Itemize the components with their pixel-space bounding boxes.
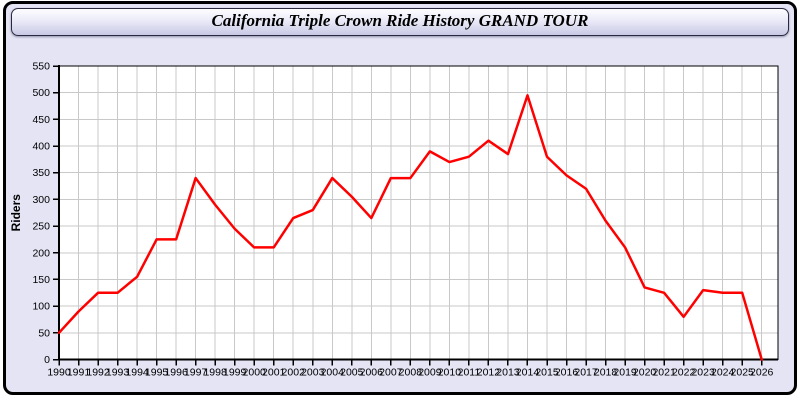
x-tick-label: 2024 — [711, 367, 735, 379]
x-tick-label: 2005 — [340, 367, 364, 379]
y-tick-label: 200 — [32, 247, 50, 259]
y-tick-label: 0 — [44, 354, 50, 366]
x-tick-label: 2025 — [731, 367, 755, 379]
riders-line-series — [57, 94, 763, 361]
chart-container: 0 50 100 150 200 250 300 350 400 450 500 550 1990 199… — [6, 36, 794, 392]
x-tick-label: 2016 — [555, 367, 579, 379]
x-tick-label: 1990 — [47, 367, 71, 379]
x-tick-label: 2020 — [633, 367, 657, 379]
x-tick-label: 2002 — [282, 367, 306, 379]
x-tick-label: 2004 — [321, 367, 345, 379]
y-tick-label: 250 — [32, 221, 50, 233]
y-tick-label: 400 — [32, 141, 50, 153]
y-tick-label: 100 — [32, 301, 50, 313]
x-tick-label: 2023 — [691, 367, 715, 379]
x-tick-label: 2017 — [574, 367, 598, 379]
y-tick-label: 50 — [38, 327, 50, 339]
x-tick-label: 1999 — [223, 367, 247, 379]
x-tick-label: 2022 — [672, 367, 696, 379]
x-tick-label: 2000 — [243, 367, 267, 379]
x-tick-label: 1992 — [86, 367, 110, 379]
x-tick-label: 1997 — [184, 367, 208, 379]
x-tick-label: 2008 — [399, 367, 423, 379]
x-tick-label: 1996 — [164, 367, 188, 379]
x-tick-label: 1995 — [145, 367, 169, 379]
x-tick-label: 2012 — [477, 367, 501, 379]
x-tick-label: 2011 — [458, 367, 481, 379]
x-tick-label: 1993 — [106, 367, 130, 379]
y-tick-label: 300 — [32, 194, 50, 206]
y-tick-label: 350 — [32, 167, 50, 179]
x-tick-label: 1991 — [67, 367, 91, 379]
y-axis-title: Riders — [9, 194, 23, 232]
x-tick-label: 2013 — [496, 367, 520, 379]
x-tick-label: 1994 — [125, 367, 149, 379]
x-tick-label: 2010 — [438, 367, 462, 379]
x-tick-label: 2009 — [418, 367, 442, 379]
x-tick-label: 2006 — [360, 367, 384, 379]
chart-title-bar: California Triple Crown Ride History GRA… — [11, 8, 789, 36]
y-tick-label: 550 — [32, 61, 50, 73]
chart-svg: 0501001502002503003504004505005501990199… — [9, 61, 779, 379]
x-tick-label: 1998 — [203, 367, 227, 379]
y-tick-label: 500 — [32, 87, 50, 99]
x-tick-label: 2007 — [379, 367, 403, 379]
x-tick-label: 2015 — [535, 367, 559, 379]
x-tick-label: 2001 — [262, 367, 286, 379]
chart-title: California Triple Crown Ride History GRA… — [211, 11, 589, 30]
x-tick-label: 2014 — [516, 367, 540, 379]
x-tick-label: 2003 — [301, 367, 325, 379]
y-tick-label: 150 — [32, 274, 50, 286]
x-tick-label: 2019 — [613, 367, 637, 379]
app-window: California Triple Crown Ride History GRA… — [3, 1, 797, 395]
plot-area — [59, 66, 778, 360]
x-tick-label: 2026 — [750, 367, 774, 379]
x-tick-label: 2018 — [594, 367, 618, 379]
y-tick-label: 450 — [32, 114, 50, 126]
x-tick-label: 2021 — [652, 367, 676, 379]
